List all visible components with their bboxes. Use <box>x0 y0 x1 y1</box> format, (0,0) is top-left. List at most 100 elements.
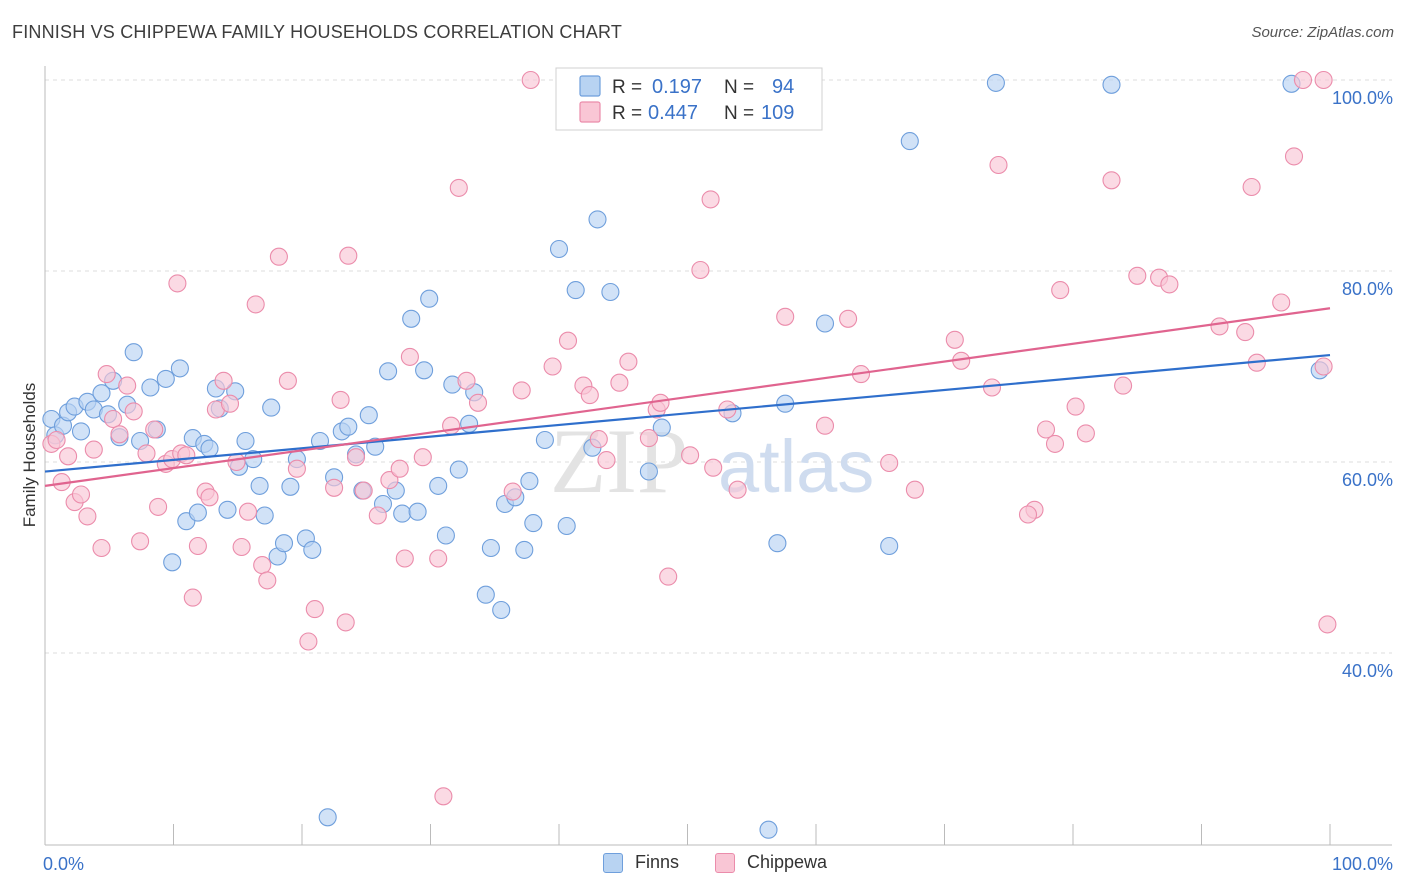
chippewa-point <box>331 390 350 409</box>
chippewa-point <box>92 538 111 558</box>
chippewa-point <box>704 458 723 477</box>
finns-point <box>218 500 237 519</box>
chippewa-point <box>701 190 720 209</box>
finns-point <box>815 314 835 333</box>
chippewa-point <box>104 409 123 429</box>
chippewa-point <box>1284 147 1304 166</box>
finns-point <box>170 359 189 378</box>
finns-point <box>768 534 787 553</box>
chippewa-point <box>346 448 366 467</box>
chippewa-series <box>42 70 1337 806</box>
chippewa-point <box>124 402 143 421</box>
finns-point <box>393 504 412 523</box>
legend-n-value: 94 <box>772 76 794 98</box>
chippewa-point <box>597 451 616 470</box>
finns-point <box>303 540 322 559</box>
legend-r-value: 0.197 <box>652 76 702 98</box>
chippewa-point <box>137 444 156 463</box>
finns-point <box>359 406 378 425</box>
finns-point <box>262 398 281 417</box>
chippewa-point <box>610 373 629 392</box>
finns-swatch <box>603 852 623 873</box>
finns-point <box>566 281 585 300</box>
finns-point <box>880 536 899 556</box>
finns-point <box>588 210 607 229</box>
finns-point <box>900 132 919 151</box>
chippewa-point <box>232 537 251 557</box>
finns-point <box>481 538 500 558</box>
finns-point <box>339 417 358 436</box>
chippewa-point <box>1051 281 1070 300</box>
chippewa-point <box>691 260 710 280</box>
x-tick-labels: 0.0% 100.0% <box>43 854 1393 874</box>
chippewa-point <box>188 536 207 556</box>
finns-point <box>449 460 468 479</box>
legend-finns-swatch <box>579 75 601 97</box>
chippewa-point <box>1293 70 1313 90</box>
chippewa-point <box>246 295 265 314</box>
chippewa-point <box>659 567 678 586</box>
finns-point <box>141 378 160 397</box>
chippewa-point <box>380 471 399 490</box>
finns-point <box>188 503 207 522</box>
chippewa-point <box>468 393 488 412</box>
chippewa-point <box>1242 177 1261 197</box>
grid-lines <box>45 79 1392 654</box>
chippewa-point <box>776 307 795 326</box>
y-tick-label: 80.0% <box>1342 279 1393 299</box>
finns-point <box>476 585 495 604</box>
chippewa-point <box>815 416 835 435</box>
y-tick-label: 100.0% <box>1332 88 1393 108</box>
chippewa-trend-line <box>44 307 1331 487</box>
chippewa-point <box>390 459 409 478</box>
chippewa-point <box>238 502 258 521</box>
chippewa-point <box>269 247 288 266</box>
finns-point <box>200 439 219 458</box>
chippewa-point <box>97 365 116 384</box>
chippewa-point <box>354 481 373 500</box>
finns-point <box>318 808 337 827</box>
chippewa-point <box>168 274 187 293</box>
finns-point <box>515 540 534 559</box>
chippewa-point <box>214 371 233 390</box>
chippewa-point <box>558 331 578 350</box>
chippewa-swatch <box>715 852 735 873</box>
chippewa-point <box>521 70 540 90</box>
chippewa-point <box>110 425 129 444</box>
finns-point <box>492 600 511 620</box>
chippewa-point <box>580 386 599 405</box>
finns-point <box>759 820 778 839</box>
y-tick-label: 60.0% <box>1342 470 1393 490</box>
finns-trend-line <box>44 353 1331 473</box>
finns-point <box>250 476 269 495</box>
finns-point <box>408 502 427 521</box>
chippewa-point <box>183 588 202 607</box>
y-tick-label: 40.0% <box>1342 661 1393 681</box>
chippewa-point <box>339 246 358 265</box>
finns-point <box>156 369 175 388</box>
legend-r-label: R = <box>612 77 642 98</box>
chippewa-point <box>59 447 78 466</box>
chart-title: FINNISH VS CHIPPEWA FAMILY HOUSEHOLDS CO… <box>12 22 623 42</box>
finns-point <box>274 534 294 553</box>
chippewa-point <box>457 371 476 390</box>
chippewa-point <box>512 381 531 400</box>
chippewa-point <box>305 600 324 619</box>
chippewa-point <box>434 787 453 806</box>
chippewa-point <box>1114 376 1133 395</box>
chippewa-point <box>118 376 137 395</box>
chippewa-point <box>1076 424 1095 443</box>
chippewa-point <box>1210 317 1229 336</box>
chippewa-point <box>177 446 196 465</box>
y-tick-labels: 40.0% 60.0% 80.0% 100.0% <box>1332 88 1393 681</box>
finns-point <box>420 289 439 308</box>
legend-n-label: N = <box>724 77 754 98</box>
finns-point <box>71 422 91 441</box>
finns-point <box>460 414 479 433</box>
chippewa-point <box>395 549 414 568</box>
chippewa-point <box>681 446 700 465</box>
chippewa-point <box>84 440 103 459</box>
finns-label: Finns <box>635 852 680 872</box>
chippewa-point <box>258 571 277 590</box>
chippewa-point <box>982 378 1002 397</box>
